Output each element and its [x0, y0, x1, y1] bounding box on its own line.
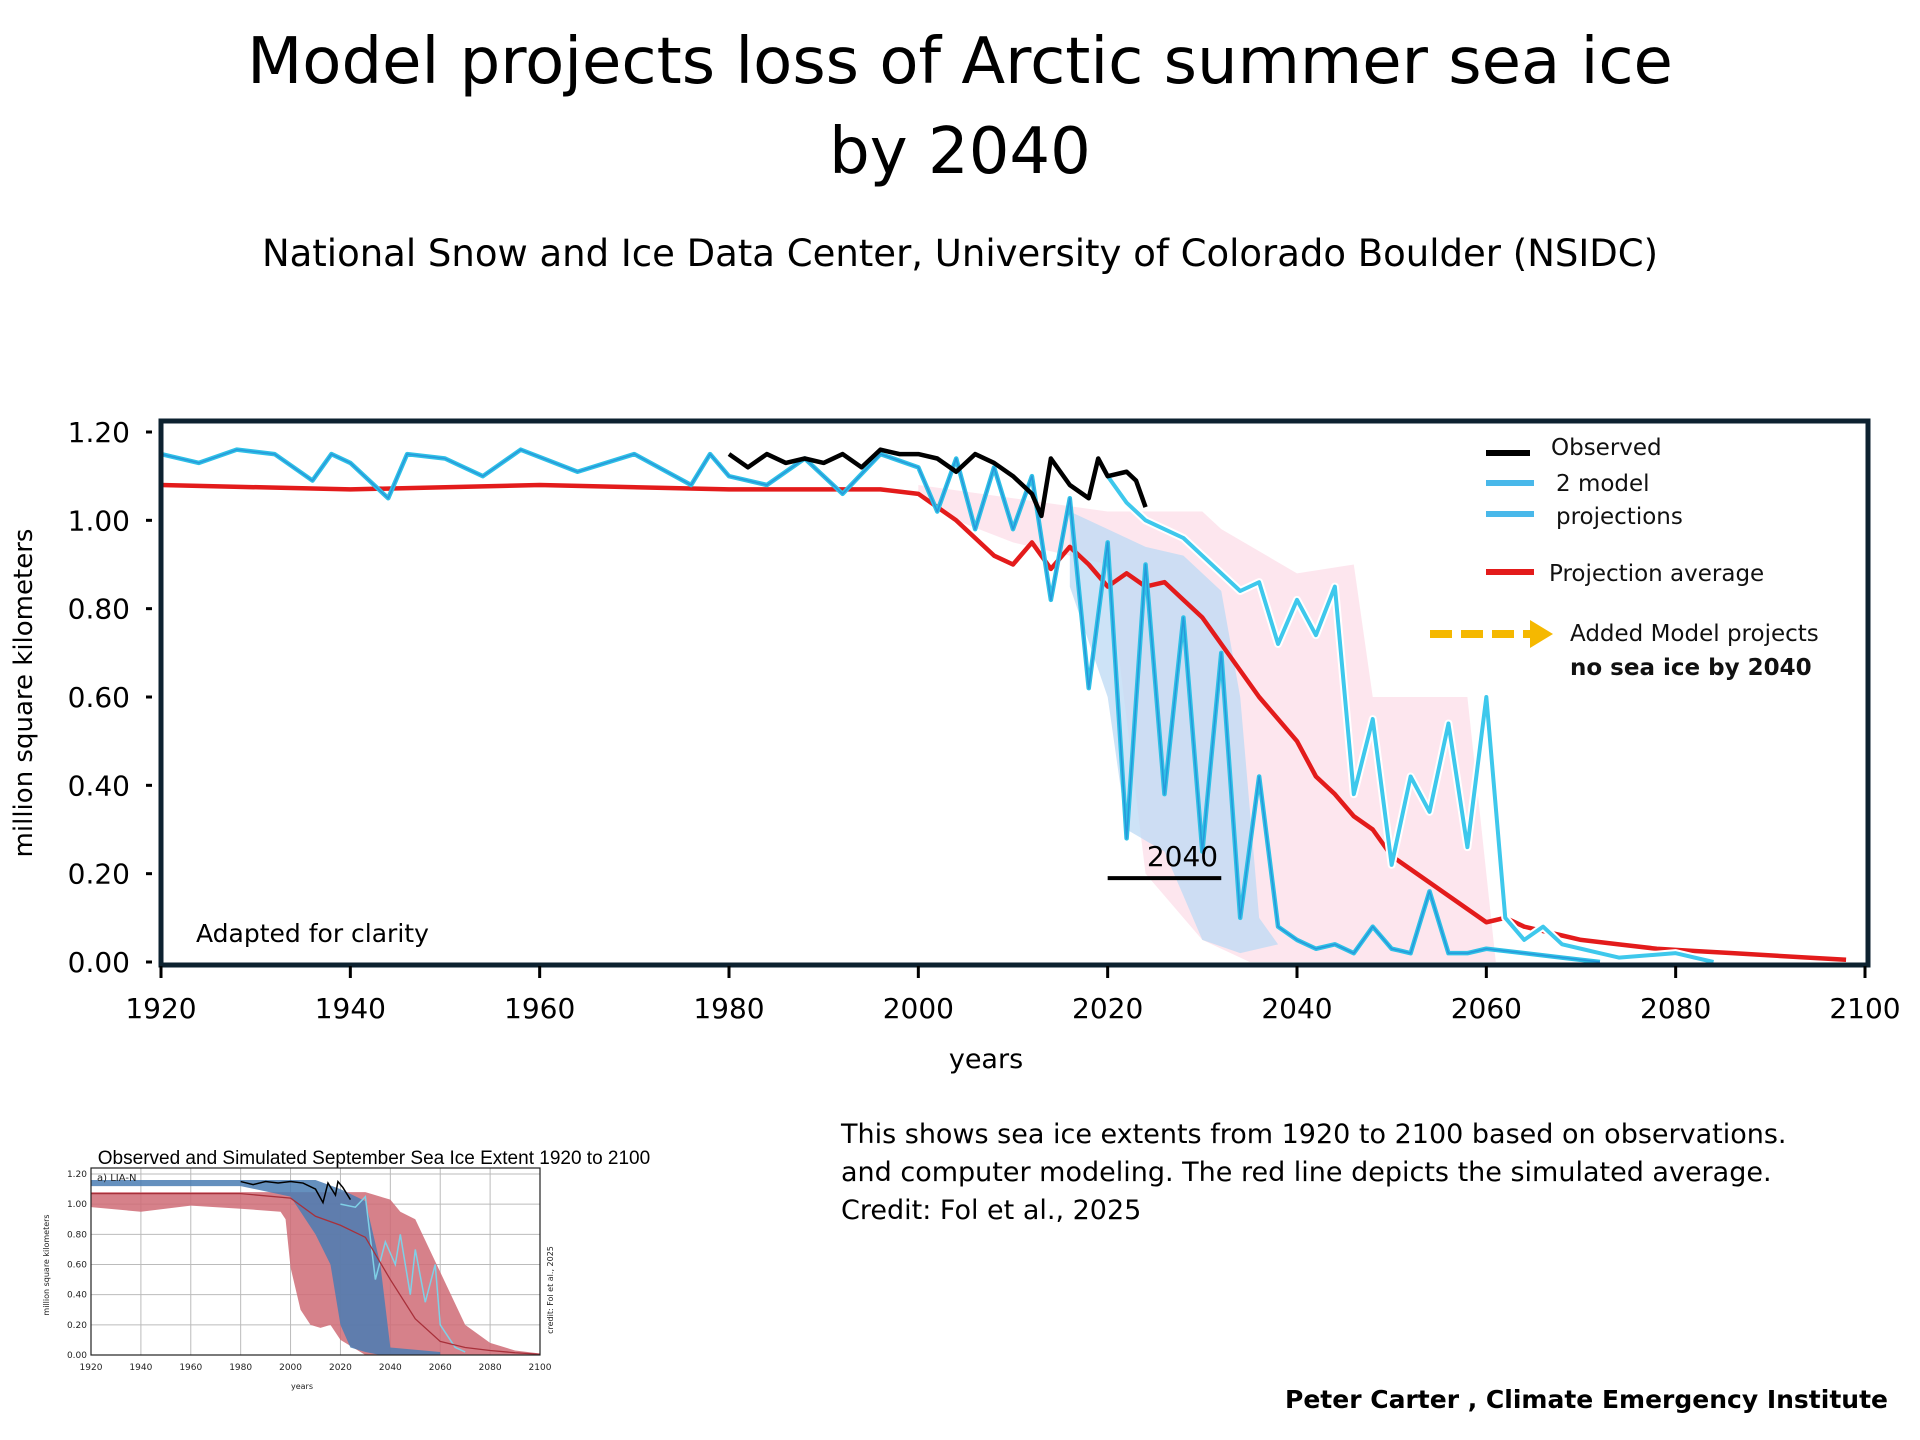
caption-line: This shows sea ice extents from 1920 to … — [841, 1119, 1787, 1150]
x-axis: 1920 1940 1960 1980 2000 2020 2040 2060 2080 2100 — [125, 966, 1901, 1025]
inset-red-range-fill — [91, 1192, 540, 1355]
inset-x-axis-label: years — [291, 1382, 313, 1391]
inset-blue-range-fill — [91, 1180, 441, 1355]
inset-y-tick-label: 0.20 — [67, 1321, 87, 1331]
inset-y-tick-label: 0.60 — [67, 1261, 87, 1271]
range-fills — [918, 485, 1496, 962]
y-tick-label: 0.80 — [68, 593, 130, 626]
y-tick-label: 0.20 — [68, 858, 130, 891]
y-tick-label: 0.00 — [68, 946, 130, 979]
corner-note: Adapted for clarity — [196, 919, 429, 948]
x-tick-label: 2040 — [1261, 992, 1332, 1025]
x-tick-label: 2100 — [1829, 992, 1900, 1025]
y-tick-label: 0.40 — [68, 769, 130, 802]
caption-line: Credit: Fol et al., 2025 — [841, 1195, 1142, 1226]
x-tick-label: 1980 — [693, 992, 764, 1025]
inset-observed-line — [240, 1179, 352, 1205]
main-chart: 0.00 0.20 0.40 0.60 0.80 1.00 1.20 1920 1940 196… — [9, 416, 1901, 1075]
projection-average-line — [160, 482, 1847, 963]
inset-x-tick-label: 1940 — [129, 1363, 152, 1373]
x-tick-label: 1940 — [315, 992, 386, 1025]
inset-credit: credit: Fol et al., 2025 — [546, 1246, 555, 1334]
inset-x-tick-label: 2060 — [429, 1363, 452, 1373]
observed-line — [727, 447, 1148, 519]
y-axis: 0.00 0.20 0.40 0.60 0.80 1.00 1.20 — [68, 416, 152, 979]
legend-label-average: Projection average — [1549, 561, 1764, 587]
x-tick-label: 2060 — [1451, 992, 1522, 1025]
model-projection-b-line — [1106, 475, 1714, 964]
y-tick-label: 1.20 — [68, 416, 130, 449]
inset-x-tick-label: 1980 — [229, 1363, 252, 1373]
inset-y-axis: 0.00 0.20 0.40 0.60 0.80 1.00 1.20 — [67, 1170, 87, 1361]
inset-x-tick-label: 2100 — [529, 1363, 552, 1373]
x-tick-label: 1920 — [125, 992, 196, 1025]
model-projection-a-inner-line — [160, 448, 1601, 963]
inset-chart: Observed and Simulated September Sea Ice… — [42, 1148, 650, 1391]
inset-x-tick-label: 2040 — [379, 1363, 402, 1373]
inset-frame — [90, 1167, 541, 1356]
inset-y-tick-label: 0.80 — [67, 1230, 87, 1240]
inset-y-axis-label: million square kilometers — [42, 1214, 51, 1315]
x-axis-label: years — [949, 1044, 1023, 1075]
y-tick-label: 1.00 — [68, 504, 130, 537]
inset-y-tick-label: 0.00 — [67, 1351, 87, 1361]
x-tick-label: 1960 — [504, 992, 575, 1025]
arrow-label-line1: Added Model projects — [1570, 621, 1819, 647]
inset-x-tick-label: 1960 — [179, 1363, 202, 1373]
legend-label-model-2: projections — [1556, 504, 1683, 530]
page-subtitle: National Snow and Ice Data Center, Unive… — [261, 232, 1659, 275]
inset-x-tick-label: 2080 — [479, 1363, 502, 1373]
inset-x-tick-label: 2020 — [329, 1363, 352, 1373]
caption-line: and computer modeling. The red line depi… — [841, 1157, 1772, 1188]
dashed-arrow-icon — [1430, 620, 1553, 648]
inset-y-tick-label: 1.00 — [67, 1200, 87, 1210]
x-tick-label: 2080 — [1640, 992, 1711, 1025]
inset-title: Observed and Simulated September Sea Ice… — [98, 1148, 650, 1169]
model-range-fill — [1069, 511, 1279, 954]
inset-x-tick-label: 2000 — [279, 1363, 302, 1373]
inset-panel-label: a) LIA-N — [97, 1173, 136, 1184]
arrow-label-line2: no sea ice by 2040 — [1570, 655, 1812, 681]
page-title-line1: Model projects loss of Arctic summer sea… — [247, 25, 1673, 99]
caption: This shows sea ice extents from 1920 to … — [841, 1116, 1787, 1230]
series-layer — [160, 447, 1847, 966]
author-credit: Peter Carter , Climate Emergency Institu… — [1285, 1385, 1888, 1414]
x-tick-label: 2020 — [1072, 992, 1143, 1025]
inset-series — [91, 1179, 541, 1355]
x-tick-label: 2000 — [883, 992, 954, 1025]
legend-label-observed: Observed — [1551, 435, 1662, 461]
inset-fills — [91, 1180, 540, 1355]
legend: Observed 2 model projections Projection … — [1430, 435, 1819, 681]
page-title-line2: by 2040 — [829, 115, 1091, 189]
inset-model-line — [340, 1194, 466, 1353]
inset-x-axis: 1920 1940 1960 1980 2000 2020 2040 2060 2080 2100 — [80, 1363, 552, 1373]
y-tick-label: 0.60 — [68, 681, 130, 714]
inset-average-line — [91, 1192, 541, 1355]
inset-x-tick-label: 1920 — [80, 1363, 103, 1373]
inset-y-tick-label: 1.20 — [67, 1170, 87, 1180]
plot-frame — [158, 418, 1871, 968]
legend-label-model-1: 2 model — [1556, 471, 1650, 497]
inset-y-tick-label: 0.40 — [67, 1291, 87, 1301]
marker-2040-label: 2040 — [1147, 840, 1218, 873]
y-axis-label: million square kilometers — [9, 529, 39, 858]
